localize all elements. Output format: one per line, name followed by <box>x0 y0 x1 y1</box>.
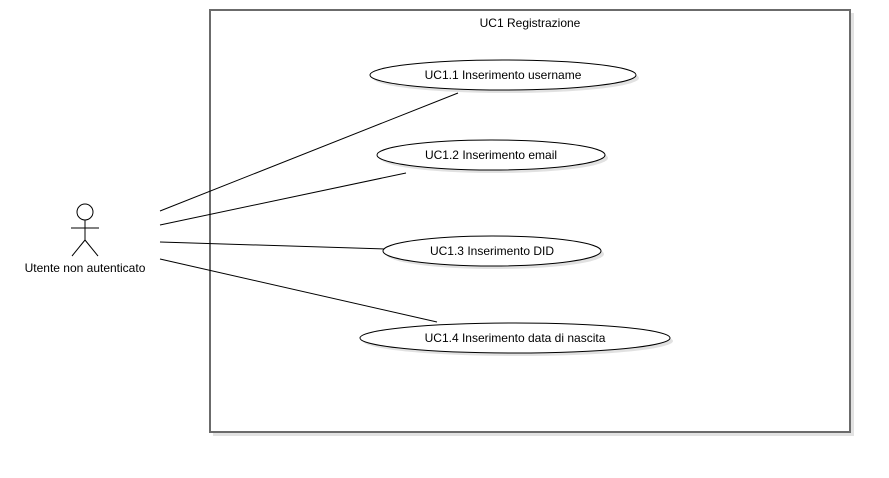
association-uc1-3 <box>159 241 387 250</box>
use-case-uc1-3[interactable]: UC1.3 Inserimento DID <box>382 235 604 269</box>
system-boundary-title: UC1 Registrazione <box>480 16 581 30</box>
use-case-uc1-4[interactable]: UC1.4 Inserimento data di nascita <box>359 322 673 356</box>
association-uc1-2 <box>159 172 407 226</box>
association-uc1-4 <box>159 258 438 323</box>
associations <box>159 92 459 323</box>
use-case-ellipse <box>382 235 602 267</box>
use-case-label: UC1.3 Inserimento DID <box>430 244 554 258</box>
use-case-uc1-2[interactable]: UC1.2 Inserimento email <box>376 139 608 173</box>
use-case-ellipse <box>369 59 637 91</box>
association-uc1-1 <box>159 92 459 212</box>
use-case-uc1-1[interactable]: UC1.1 Inserimento username <box>369 59 639 93</box>
actor-figure[interactable] <box>71 203 99 257</box>
use-case-ellipse <box>359 322 671 354</box>
actor-label: Utente non autenticato <box>25 261 146 275</box>
use-case-label: UC1.1 Inserimento username <box>425 68 582 82</box>
use-case-label: UC1.4 Inserimento data di nascita <box>425 331 606 345</box>
use-case-label: UC1.2 Inserimento email <box>425 148 557 162</box>
actor-right-leg <box>84 239 99 257</box>
actor-head <box>76 203 94 221</box>
use-case-ellipse <box>376 139 606 171</box>
actor-left-leg <box>71 239 86 257</box>
